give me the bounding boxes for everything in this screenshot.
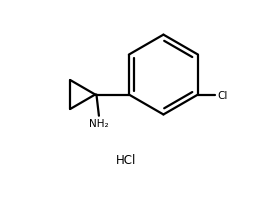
- Text: NH₂: NH₂: [89, 119, 109, 129]
- Text: Cl: Cl: [217, 90, 228, 100]
- Text: HCl: HCl: [116, 153, 136, 166]
